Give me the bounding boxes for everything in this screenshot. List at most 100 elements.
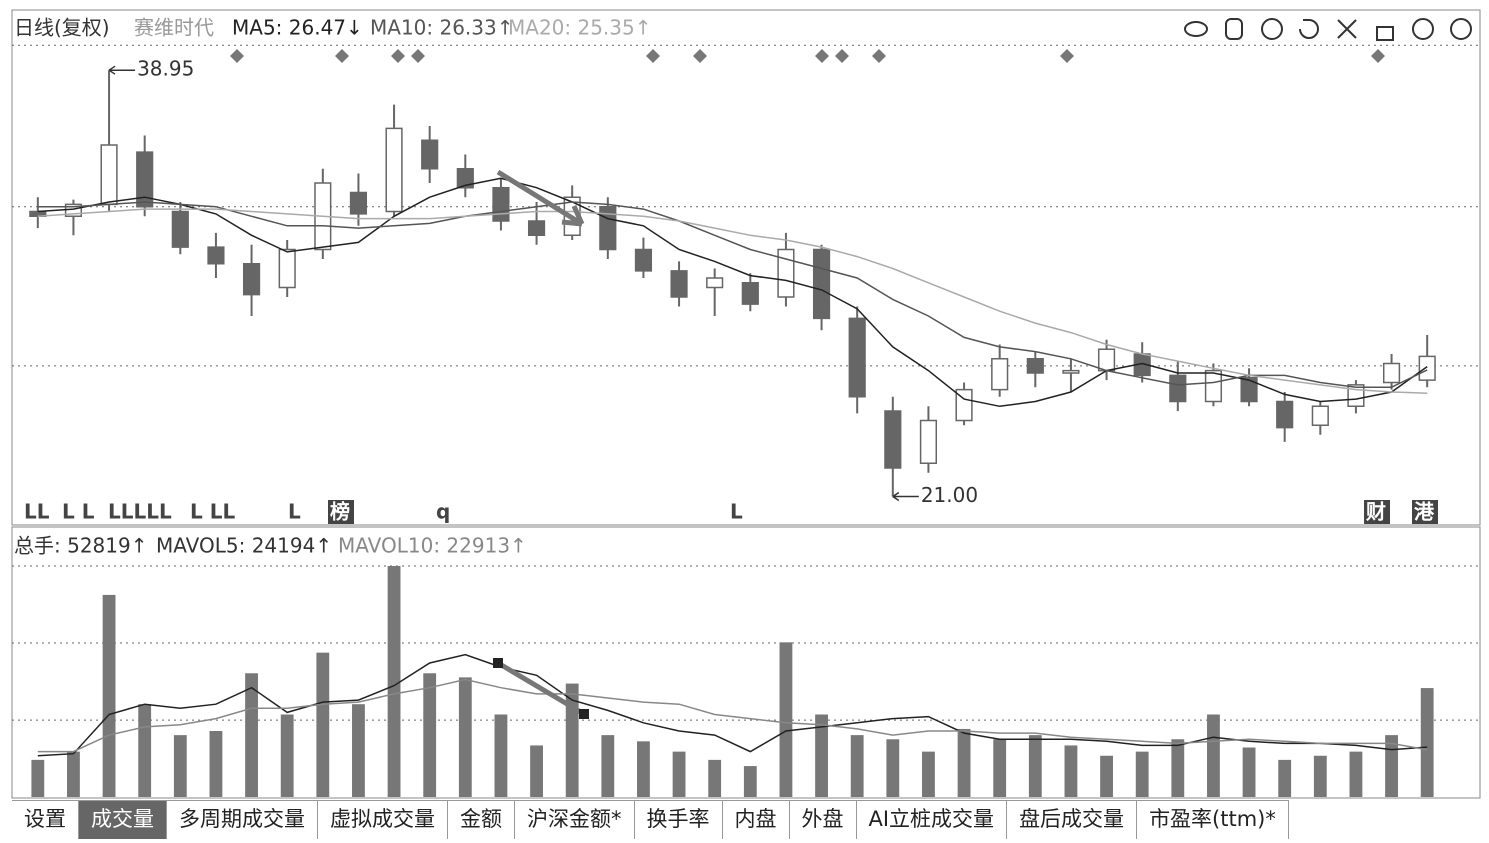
volume-bar (779, 642, 793, 797)
event-badge (328, 500, 354, 524)
lock-icon[interactable] (1376, 26, 1394, 41)
play-icon[interactable] (1261, 18, 1283, 40)
event-label: 港 (1414, 500, 1435, 524)
candle-body (1382, 362, 1401, 384)
volume-bar (815, 714, 828, 797)
volume-bar (1349, 751, 1363, 797)
annotation-arrow (892, 491, 919, 502)
candle-body (1240, 377, 1258, 403)
volume-bar (1420, 688, 1434, 797)
volume-bar (1313, 755, 1327, 797)
undo-icon[interactable] (1299, 19, 1319, 39)
volume-bar (387, 566, 401, 797)
hand-icon[interactable] (1225, 18, 1243, 40)
event-label: L (730, 500, 743, 524)
candle-body (741, 282, 759, 305)
volume-bar (173, 735, 187, 797)
volume-bar (672, 751, 686, 797)
ma-line (37, 678, 1428, 753)
volume-bar (565, 683, 579, 797)
candle-body (207, 246, 225, 265)
volume-bar (102, 594, 116, 797)
candle-body (812, 248, 831, 320)
event-diamond (693, 49, 707, 63)
volume-bar (352, 704, 365, 797)
event-label: L L (62, 500, 95, 524)
tab[interactable]: 换手率 (634, 801, 723, 839)
candle-body (349, 191, 368, 215)
tab[interactable]: 沪深金额* (515, 801, 635, 839)
low-annotation: 21.00 (921, 483, 978, 507)
volume-bar (1242, 747, 1256, 797)
candle-body (527, 220, 546, 236)
candle-body (242, 263, 261, 296)
volume-bar (209, 731, 223, 797)
volume-bar (458, 677, 472, 797)
event-diamond (335, 49, 349, 63)
volume-bar (1278, 759, 1292, 797)
volume-legend: MAVOL10: 22913↑ (338, 534, 527, 558)
candle-body (919, 419, 938, 464)
volume-legend: MAVOL5: 24194↑ (156, 534, 332, 558)
event-diamond (1371, 49, 1385, 63)
tab[interactable]: 市盈率(ttm)* (1137, 801, 1289, 839)
volume-bar (1135, 751, 1149, 797)
volume-frame (11, 526, 1481, 799)
volume-legend: 总手: 52819↑ (14, 534, 147, 558)
event-diamond (411, 49, 425, 63)
ma-line (37, 208, 1428, 394)
volume-bar (1100, 755, 1113, 797)
volume-bar (31, 759, 45, 797)
ma-line (37, 653, 1428, 757)
event-label: 榜 (330, 500, 350, 524)
event-label: L LL (190, 500, 235, 524)
cut-icon[interactable] (1337, 19, 1357, 39)
candle-body (278, 248, 296, 289)
chart: 日线(复权) 赛维时代 MA5: 26.47↓ MA10: 26.33↑MA20:… (11, 9, 1481, 799)
tab[interactable]: 设置 (12, 801, 79, 839)
eye-icon[interactable] (1184, 21, 1208, 37)
volume-bar (138, 704, 152, 797)
volume-bar (957, 728, 971, 797)
candle-body (1062, 369, 1080, 374)
candle-body (1026, 358, 1044, 374)
stock-name: 赛维时代 (134, 16, 214, 40)
candle-body (100, 144, 118, 206)
volume-bar (637, 741, 650, 797)
event-label: LL (24, 500, 50, 524)
event-diamond (391, 49, 405, 63)
ma-legend: MA10: 26.33↑ (370, 16, 514, 40)
price-frame (11, 9, 1481, 526)
event-badge (1364, 500, 1390, 524)
candle-body (848, 317, 866, 398)
volume-bar (1064, 745, 1078, 797)
volume-bar (708, 759, 722, 797)
tab[interactable]: 成交量 (79, 801, 167, 839)
volume-bar (280, 714, 294, 797)
tab[interactable]: AI立桩成交量 (856, 801, 1008, 839)
candle-body (385, 127, 403, 213)
zoom-in-icon[interactable] (1412, 18, 1434, 40)
volume-bar (1385, 735, 1398, 797)
tab[interactable]: 多周期成交量 (167, 801, 318, 839)
zoom-out-icon[interactable] (1450, 18, 1472, 40)
tab[interactable]: 内盘 (722, 801, 790, 839)
ma-legend: MA20: 25.35↑ (508, 16, 652, 40)
candle-body (492, 187, 510, 222)
ma-legend: MA5: 26.47↓ (232, 16, 363, 40)
tab[interactable]: 虚拟成交量 (318, 801, 448, 839)
tab[interactable]: 盘后成交量 (1007, 801, 1138, 839)
tab[interactable]: 金额 (448, 801, 515, 839)
toolbar (1184, 18, 1472, 41)
volume-bar (886, 739, 900, 797)
candle-body (706, 277, 724, 289)
candle-body (955, 388, 973, 422)
ma-line (37, 177, 1428, 408)
volume-bar (850, 735, 864, 797)
volume-bar (67, 751, 80, 797)
candle-body (1204, 369, 1223, 403)
candle-body (670, 270, 688, 298)
tab[interactable]: 外盘 (789, 801, 857, 839)
event-diamond (872, 49, 886, 63)
